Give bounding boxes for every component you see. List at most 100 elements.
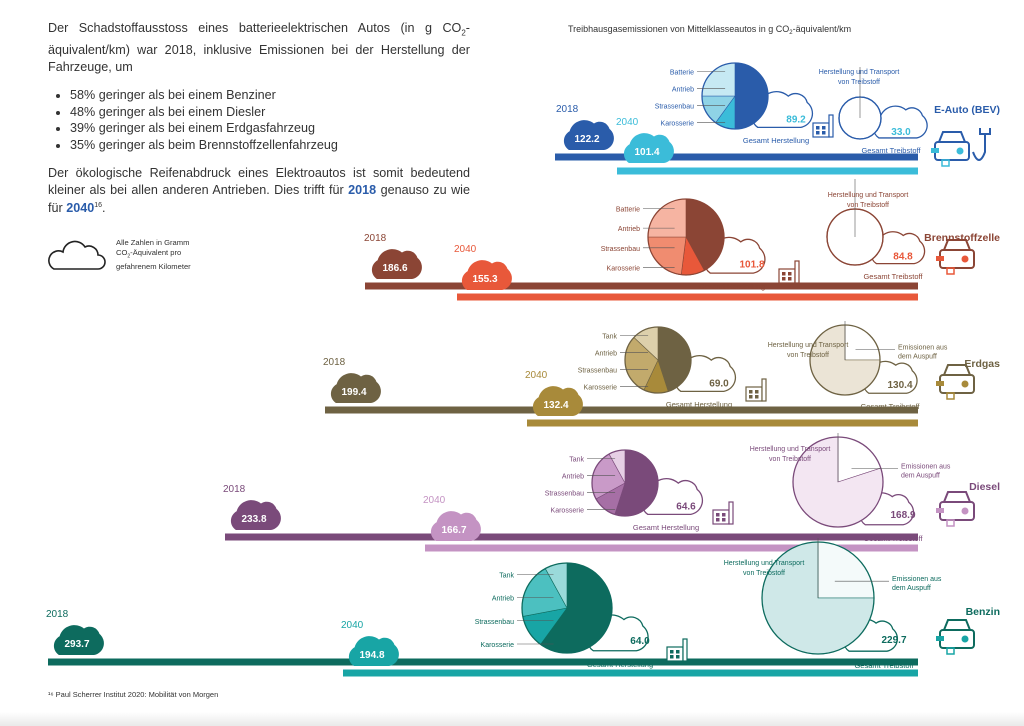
car-roof bbox=[943, 364, 971, 376]
units-legend: Alle Zahlen in Gramm CO2-Äquivalent pro … bbox=[48, 238, 191, 272]
factory-body bbox=[666, 646, 684, 662]
herstellung-value: 64.6 bbox=[676, 501, 696, 512]
bar-2018 bbox=[365, 282, 918, 290]
cloud-value-2040 bbox=[461, 260, 512, 290]
part-label: Strassenbau bbox=[578, 367, 617, 374]
herstellung-pie-outline bbox=[624, 326, 692, 394]
factory-window bbox=[722, 513, 726, 517]
cloud-value-2018 bbox=[230, 500, 281, 530]
fuel-part-label: Herstellung und Transport von Treibstoff bbox=[819, 69, 900, 86]
factory-window bbox=[816, 131, 820, 135]
treibstoff-value: 168.9 bbox=[890, 510, 915, 521]
exhaust-part-label: Emissionen aus dem Auspuff bbox=[898, 345, 948, 361]
car-body bbox=[934, 141, 970, 161]
part-label: Tank bbox=[569, 456, 584, 463]
total-value: 132.4 bbox=[543, 400, 568, 411]
herstellung-label: Gesamt Herstellung bbox=[699, 282, 765, 291]
car-light bbox=[936, 256, 944, 261]
text: Der Schadstoffausstoss eines batterieele… bbox=[48, 21, 462, 35]
text: -Äquivalent pro bbox=[130, 247, 182, 257]
year-label: 2018 bbox=[223, 484, 246, 495]
label-line: Emissionen aus bbox=[898, 345, 948, 352]
car-wheel bbox=[941, 159, 950, 167]
factory-chimney bbox=[761, 378, 767, 402]
cloud-outline-icon bbox=[48, 240, 106, 270]
bar-2040 bbox=[343, 669, 918, 677]
exhaust-part-label: Emissionen aus dem Auspuff bbox=[901, 464, 951, 480]
cloud-value-2018 bbox=[53, 625, 104, 655]
car-light bbox=[936, 381, 944, 386]
page-edge bbox=[0, 712, 1024, 726]
fuel-part-label: Herstellung und Transport von Treibstoff bbox=[768, 342, 849, 359]
total-value: 101.4 bbox=[634, 147, 659, 158]
car-icon bbox=[936, 619, 975, 655]
part-label: Karosserie bbox=[481, 642, 515, 649]
herstellung-value: 101.8 bbox=[739, 259, 764, 270]
list-item: 48% geringer als bei einem Diesler bbox=[70, 104, 470, 121]
car-body bbox=[939, 374, 975, 394]
part-label: Tank bbox=[602, 333, 617, 340]
text: . bbox=[102, 201, 106, 216]
year-highlight: 2040 bbox=[66, 201, 95, 216]
part-label: Karosserie bbox=[661, 120, 695, 127]
electric-car-plug-icon bbox=[931, 128, 991, 167]
car-wheel bbox=[946, 519, 955, 527]
factory-window bbox=[822, 131, 826, 135]
total-value: 186.6 bbox=[382, 263, 407, 274]
herstellung-value: 64.0 bbox=[630, 636, 650, 647]
factory-window bbox=[755, 395, 759, 399]
legend-line: CO2-Äquivalent pro bbox=[116, 248, 191, 262]
cloud-value-2018 bbox=[330, 373, 381, 403]
herstellung-label: Gesamt Herstellung bbox=[633, 523, 699, 532]
car-body bbox=[939, 249, 975, 269]
factory-window bbox=[676, 655, 680, 659]
car-body bbox=[939, 629, 975, 649]
intro-text: Der Schadstoffausstoss eines batterieele… bbox=[48, 20, 470, 229]
treibstoff-label: Gesamt Treibstoff bbox=[854, 661, 914, 670]
cloud-value-2040 bbox=[430, 511, 481, 541]
part-label: Antrieb bbox=[492, 596, 514, 603]
factory-window bbox=[749, 395, 753, 399]
car-icon bbox=[936, 239, 975, 275]
factory-icon bbox=[666, 638, 688, 662]
year-label: 2018 bbox=[323, 357, 346, 368]
herstellung-pie-outline bbox=[701, 62, 769, 130]
part-label: Tank bbox=[499, 572, 514, 579]
label-line: von Treibstoff bbox=[787, 352, 829, 359]
factory-icon bbox=[745, 378, 767, 402]
bar-2040 bbox=[425, 544, 918, 552]
total-value: 155.3 bbox=[472, 274, 497, 285]
label-line: dem Auspuff bbox=[898, 354, 937, 361]
herstellung-pie-outline bbox=[521, 562, 613, 654]
herstellung-label: Gesamt Herstellung bbox=[666, 400, 732, 409]
factory-window bbox=[749, 390, 753, 394]
cloud-value-2018 bbox=[371, 249, 422, 279]
exhaust-part-label: Emissionen aus dem Auspuff bbox=[892, 576, 942, 592]
total-value: 122.2 bbox=[574, 134, 599, 145]
intro-paragraph-1: Der Schadstoffausstoss eines batterieele… bbox=[48, 20, 470, 75]
car-lamp bbox=[961, 507, 969, 515]
label-line: Herstellung und Transport bbox=[768, 342, 849, 349]
factory-window bbox=[722, 518, 726, 522]
factory-window bbox=[782, 277, 786, 281]
vehicle-name: Brennstoffzelle bbox=[924, 232, 1000, 244]
vehicle-name: E-Auto (BEV) bbox=[934, 104, 1000, 116]
factory-window bbox=[816, 126, 820, 130]
car-roof bbox=[943, 239, 971, 251]
vehicle-name: Erdgas bbox=[964, 358, 1000, 370]
part-label: Antrieb bbox=[562, 473, 584, 480]
part-label: Karosserie bbox=[607, 265, 641, 272]
herstellung-pie-outline bbox=[591, 449, 659, 517]
footnote: ¹⁶ Paul Scherrer Institut 2020: Mobilitä… bbox=[48, 690, 219, 699]
cloud-value-2018 bbox=[563, 120, 614, 150]
year-highlight: 2018 bbox=[348, 182, 377, 197]
car-icon bbox=[936, 364, 975, 400]
year-label: 2018 bbox=[364, 233, 387, 244]
factory-chimney bbox=[728, 501, 734, 525]
vehicle-row-erdgas: 2018 199.4 2040 132.4 69.0 Gesamt Herstellung… bbox=[323, 321, 1000, 427]
list-item: 58% geringer als bei einem Benziner bbox=[70, 87, 470, 104]
cloud-value-2040 bbox=[623, 133, 674, 163]
text: Der ökologische Reifenabdruck eines Elek… bbox=[48, 166, 470, 197]
part-label: Karosserie bbox=[551, 507, 585, 514]
